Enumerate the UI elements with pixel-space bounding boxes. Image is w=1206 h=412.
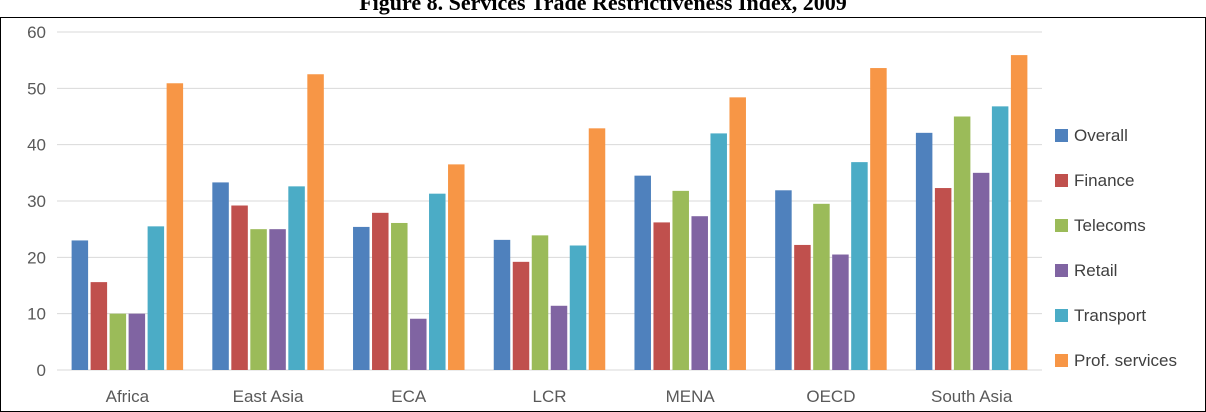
bar-transport-africa	[147, 226, 165, 370]
bar-transport-east-asia	[288, 186, 305, 370]
bar-transport-south-asia	[991, 106, 1009, 371]
bar-finance-east-asia	[231, 205, 248, 370]
legend-label: Finance	[1074, 171, 1134, 190]
bar-telecoms-lcr	[531, 235, 549, 370]
legend-swatch	[1055, 354, 1068, 367]
x-tick-label: LCR	[532, 387, 566, 406]
legend-label: Transport	[1074, 306, 1146, 325]
y-tick-label: 10	[27, 305, 46, 324]
bar-overall-south-asia	[915, 132, 933, 370]
bar-telecoms-east-asia	[250, 229, 267, 370]
bar-retail-mena	[691, 216, 708, 370]
x-tick-label: South Asia	[931, 387, 1013, 406]
bar-prof-services-east-asia	[307, 74, 324, 370]
bar-overall-oecd	[775, 190, 792, 370]
y-tick-label: 60	[27, 23, 46, 42]
bar-finance-africa	[90, 282, 108, 370]
bar-transport-lcr	[569, 245, 587, 370]
legend-label: Overall	[1074, 126, 1128, 145]
x-tick-label: MENA	[666, 387, 716, 406]
legend-swatch	[1055, 309, 1068, 322]
bar-telecoms-eca	[391, 222, 408, 370]
bar-finance-eca	[372, 212, 389, 370]
x-tick-label: ECA	[391, 387, 427, 406]
bar-retail-africa	[128, 313, 146, 370]
bar-prof-services-eca	[448, 164, 465, 370]
bar-transport-oecd	[851, 162, 868, 370]
legend-swatch	[1055, 219, 1068, 232]
bar-overall-east-asia	[212, 182, 229, 370]
bar-overall-lcr	[493, 239, 511, 370]
bar-retail-oecd	[832, 254, 849, 370]
bar-retail-south-asia	[972, 172, 990, 370]
bar-finance-south-asia	[934, 188, 952, 370]
bar-telecoms-south-asia	[953, 116, 971, 370]
bar-overall-mena	[634, 175, 651, 370]
y-tick-label: 50	[27, 79, 46, 98]
bar-prof-services-mena	[729, 97, 746, 370]
bar-finance-mena	[653, 222, 670, 370]
chart-title: Figure 8. Services Trade Restrictiveness…	[359, 0, 847, 15]
bar-prof-services-oecd	[870, 68, 887, 370]
bar-telecoms-oecd	[813, 203, 830, 370]
x-tick-label: Africa	[106, 387, 150, 406]
x-tick-label: OECD	[806, 387, 855, 406]
bar-finance-oecd	[794, 244, 811, 370]
y-tick-label: 0	[37, 361, 46, 380]
bar-transport-eca	[429, 193, 446, 370]
bar-retail-eca	[410, 318, 427, 370]
bar-retail-east-asia	[269, 229, 286, 370]
legend-swatch	[1055, 264, 1068, 277]
legend-label: Retail	[1074, 261, 1117, 280]
y-tick-label: 20	[27, 248, 46, 267]
bar-transport-mena	[710, 133, 727, 370]
y-tick-label: 40	[27, 136, 46, 155]
bar-finance-lcr	[512, 261, 530, 370]
x-tick-label: East Asia	[233, 387, 304, 406]
bar-prof-services-lcr	[588, 128, 606, 370]
bar-retail-lcr	[550, 305, 568, 370]
bar-telecoms-mena	[672, 190, 689, 370]
y-tick-label: 30	[27, 192, 46, 211]
bar-prof-services-south-asia	[1010, 55, 1028, 370]
legend-swatch	[1055, 174, 1068, 187]
legend-label: Telecoms	[1074, 216, 1146, 235]
bar-overall-eca	[353, 226, 370, 370]
bar-prof-services-africa	[166, 83, 184, 370]
bar-telecoms-africa	[109, 313, 127, 370]
legend-label: Prof. services	[1074, 351, 1177, 370]
bar-overall-africa	[71, 240, 89, 370]
legend-swatch	[1055, 129, 1068, 142]
